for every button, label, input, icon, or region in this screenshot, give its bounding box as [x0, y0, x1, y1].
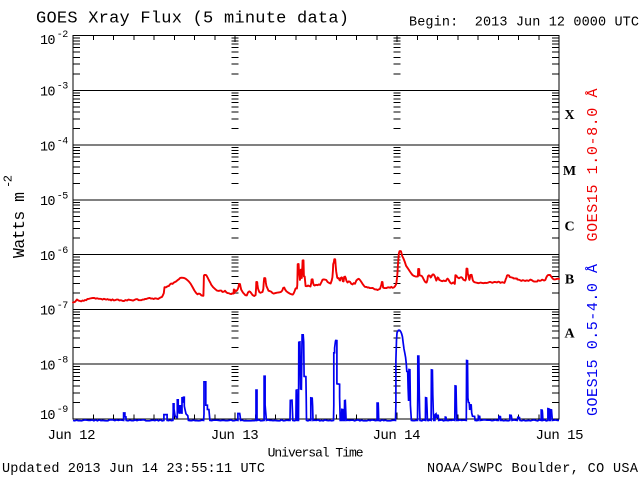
svg-text:Updated 2013 Jun 14 23:55:11 U: Updated 2013 Jun 14 23:55:11 UTC: [2, 462, 265, 477]
svg-text:Watts m: Watts m: [10, 192, 29, 258]
svg-text:10: 10: [40, 409, 56, 424]
svg-text:Jun 14: Jun 14: [373, 428, 421, 444]
svg-text:10: 10: [40, 305, 56, 320]
svg-text:10: 10: [40, 140, 56, 155]
svg-text:-7: -7: [57, 301, 69, 312]
svg-text:GOES Xray Flux (5 minute data): GOES Xray Flux (5 minute data): [36, 10, 349, 29]
svg-text:-2: -2: [2, 175, 16, 188]
svg-text:10: 10: [40, 359, 56, 374]
svg-text:10: 10: [40, 195, 56, 210]
svg-text:NOAA/SWPC Boulder, CO USA: NOAA/SWPC Boulder, CO USA: [427, 462, 639, 477]
svg-text:-6: -6: [57, 246, 69, 257]
svg-text:-5: -5: [57, 191, 69, 202]
svg-text:GOES15 0.5-4.0 Å: GOES15 0.5-4.0 Å: [585, 264, 602, 416]
svg-text:10: 10: [40, 86, 56, 101]
svg-text:-3: -3: [57, 82, 69, 93]
svg-text:B: B: [565, 273, 574, 288]
svg-text:10: 10: [40, 250, 56, 265]
svg-text:-2: -2: [57, 30, 69, 41]
svg-text:A: A: [564, 327, 575, 342]
svg-text:-4: -4: [57, 137, 69, 148]
svg-text:C: C: [564, 219, 574, 234]
svg-text:Begin: 2013 Jun 12 0000 UTC: Begin: 2013 Jun 12 0000 UTC: [409, 16, 639, 31]
svg-text:Universal Time: Universal Time: [268, 446, 364, 461]
svg-text:Jun 12: Jun 12: [48, 428, 96, 444]
svg-text:Jun 13: Jun 13: [211, 428, 259, 444]
svg-text:GOES15 1.0-8.0 Å: GOES15 1.0-8.0 Å: [585, 89, 602, 242]
svg-text:X: X: [564, 108, 574, 123]
svg-text:Jun 15: Jun 15: [536, 428, 584, 444]
svg-text:10: 10: [40, 34, 56, 49]
svg-text:-8: -8: [57, 356, 69, 367]
svg-text:-9: -9: [57, 405, 69, 416]
svg-text:M: M: [563, 164, 576, 179]
